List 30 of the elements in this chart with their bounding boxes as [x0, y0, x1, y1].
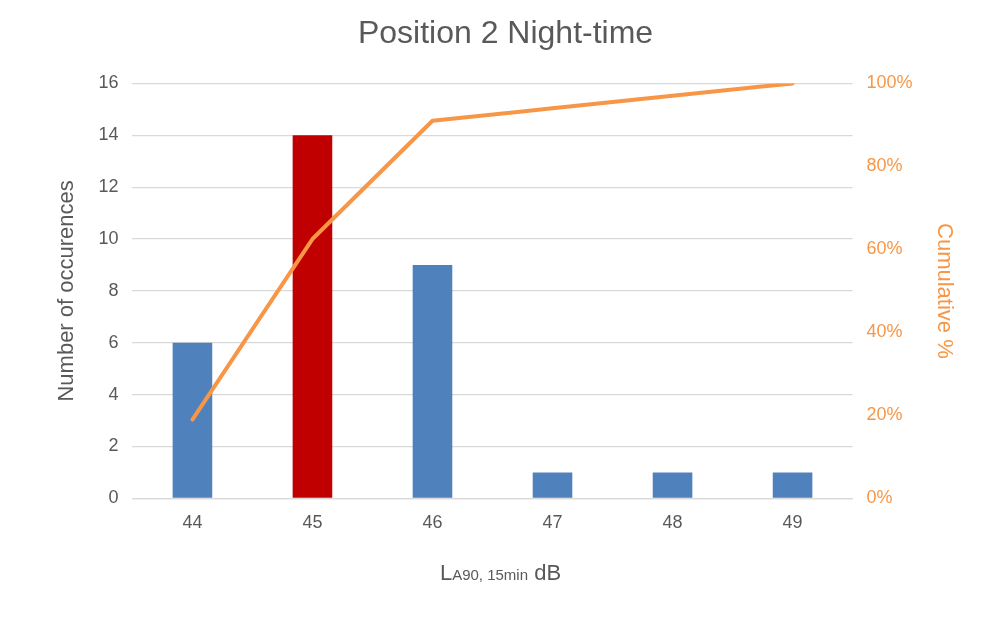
- y-tick-label: 14: [98, 124, 119, 145]
- x-tick-label: 49: [782, 512, 803, 533]
- y-axis-title: Number of occurences: [53, 180, 79, 402]
- y2-tick-label: 60%: [866, 238, 903, 259]
- bar: [532, 472, 573, 498]
- x-tick-label: 48: [662, 512, 683, 533]
- y-tick-label: 16: [98, 72, 119, 93]
- bar: [652, 472, 693, 498]
- y-tick-label: 10: [98, 227, 119, 248]
- x-tick-label: 46: [422, 512, 443, 533]
- y-tick-label: 8: [108, 279, 119, 300]
- x-tick-label: 45: [302, 512, 323, 533]
- bar: [772, 472, 813, 498]
- bar: [412, 264, 453, 498]
- y2-tick-label: 80%: [866, 155, 903, 176]
- y-tick-label: 12: [98, 176, 119, 197]
- bar: [292, 135, 333, 498]
- y2-axis-title: Cumulative %: [932, 223, 958, 359]
- y-tick-label: 2: [108, 435, 119, 456]
- x-tick-label: 44: [182, 512, 203, 533]
- y2-tick-label: 100%: [866, 72, 913, 93]
- bar: [172, 342, 213, 498]
- y-tick-label: 4: [108, 383, 119, 404]
- y-tick-label: 6: [108, 331, 119, 352]
- chart-title: Position 2 Night-time: [357, 14, 654, 51]
- x-tick-label: 47: [542, 512, 563, 533]
- y2-tick-label: 0%: [866, 487, 893, 508]
- y2-tick-label: 20%: [866, 404, 903, 425]
- y2-tick-label: 40%: [866, 321, 903, 342]
- y-tick-label: 0: [108, 487, 119, 508]
